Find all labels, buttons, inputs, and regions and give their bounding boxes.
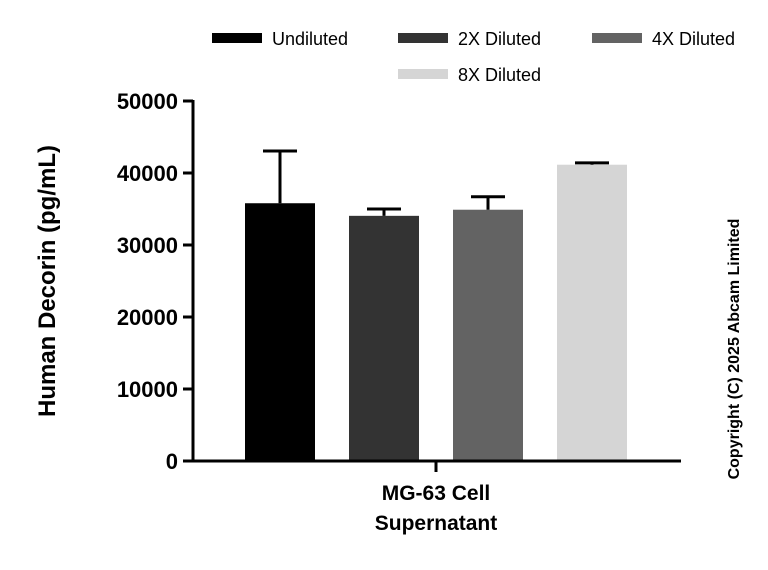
legend: Undiluted 2X Diluted 4X Diluted 8X Diluted xyxy=(212,29,735,85)
y-tick-label: 50000 xyxy=(117,89,178,114)
bar-8x-diluted xyxy=(557,164,627,461)
legend-label: 4X Diluted xyxy=(652,29,735,49)
legend-swatch xyxy=(398,69,448,79)
x-category-label-line2: Supernatant xyxy=(375,512,498,535)
bar-undiluted xyxy=(245,203,315,462)
y-axis: 0 10000 20000 30000 40000 50000 xyxy=(117,89,195,474)
y-tick-label: 40000 xyxy=(117,161,178,186)
y-tick-label: 30000 xyxy=(117,233,178,258)
legend-label: 2X Diluted xyxy=(458,29,541,49)
bars xyxy=(245,149,627,462)
legend-label: 8X Diluted xyxy=(458,65,541,85)
bar-2x-diluted xyxy=(349,215,419,461)
legend-swatch xyxy=(212,33,262,43)
copyright-text: Copyright (C) 2025 Abcam Limited xyxy=(726,219,743,480)
y-tick-label: 20000 xyxy=(117,305,178,330)
legend-swatch xyxy=(398,33,448,43)
x-category-label-line1: MG-63 Cell xyxy=(382,482,491,505)
y-axis-label: Human Decorin (pg/mL) xyxy=(34,145,61,417)
y-tick-label: 10000 xyxy=(117,377,178,402)
bar-4x-diluted xyxy=(453,209,523,461)
legend-label: Undiluted xyxy=(272,29,348,49)
legend-swatch xyxy=(592,33,642,43)
y-tick-label: 0 xyxy=(166,449,178,474)
